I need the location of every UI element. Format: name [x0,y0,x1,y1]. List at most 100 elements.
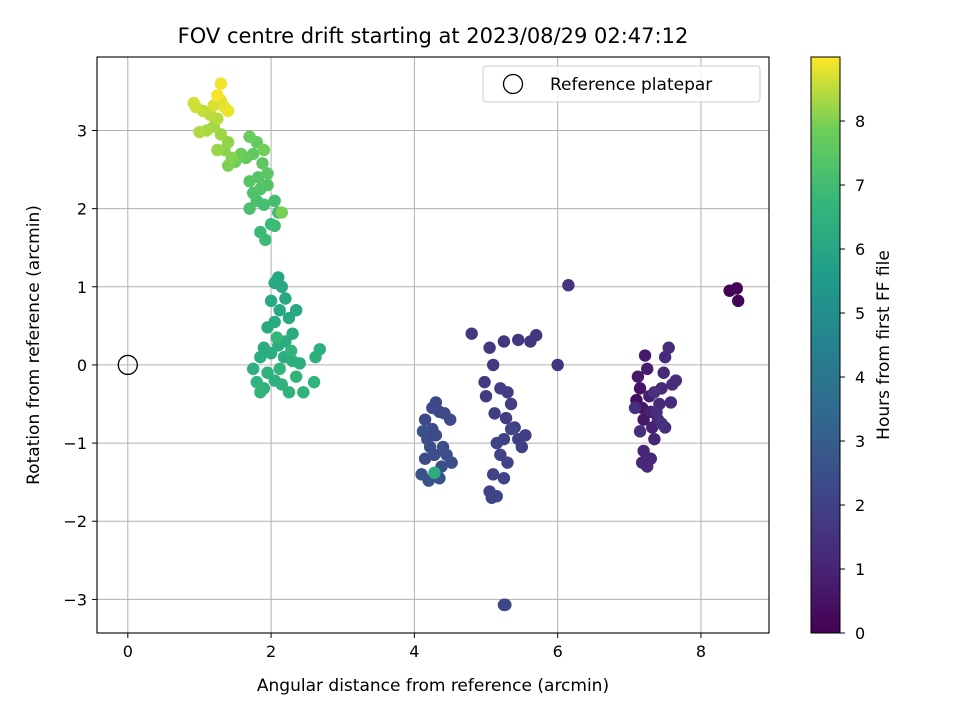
data-point [657,366,670,379]
data-point [284,344,298,358]
data-point [490,490,503,503]
data-point [313,343,327,356]
data-point [428,466,441,479]
x-tick-label: 6 [553,642,563,661]
x-tick-label: 0 [123,642,133,661]
data-point [264,347,278,360]
data-point [416,425,430,438]
data-point [214,77,228,90]
data-point [519,429,532,442]
data-point [243,175,256,188]
data-point [504,397,518,411]
plot-frame [96,56,770,634]
x-axis: 0 2 4 6 8 [123,633,706,661]
data-point [504,422,518,436]
y-axis-label: Rotation from reference (arcmin) [24,205,44,485]
data-point [307,375,321,389]
data-point [650,405,663,419]
chart-title: FOV centre drift starting at 2023/08/29 … [178,24,689,48]
colorbar-tick-label: 1 [855,560,865,579]
data-point [268,276,281,290]
data-point [638,349,652,362]
colorbar-gradient [810,56,841,634]
data-point [499,598,512,612]
data-point [293,357,306,370]
data-point [289,304,303,317]
data-point [633,425,647,438]
data-point [445,456,458,469]
data-point [257,143,271,157]
data-point [669,374,683,387]
data-point [286,327,299,340]
data-point [648,386,661,399]
data-point [648,432,661,446]
data-point [512,333,525,347]
y-tick-label: 0 [77,356,87,375]
x-tick-label: 8 [696,642,706,661]
colorbar-tick-label: 0 [855,624,865,643]
data-point [279,292,292,305]
y-tick-label: 3 [77,121,87,140]
legend-open-circle-marker [502,73,524,95]
data-point [562,279,575,292]
data-point [246,362,260,376]
data-point [254,350,267,364]
data-point [524,335,537,348]
y-tick-label: −2 [63,512,87,531]
colorbar-tick-label: 3 [855,432,865,451]
colorbar: 0 1 2 3 4 5 6 7 8 Hours from first FF file [810,56,894,643]
data-point [243,130,256,143]
x-tick-label: 2 [266,642,276,661]
data-point [211,89,224,102]
legend-entry-reference-platepar: Reference platepar [550,75,712,95]
data-point [428,448,441,462]
data-point [655,417,668,430]
data-point [501,456,514,469]
y-tick-label: −1 [63,434,87,453]
data-point [261,321,274,334]
data-point [225,151,238,165]
data-point [426,401,439,415]
data-point [254,386,267,399]
colorbar-label: Hours from first FF file [874,250,894,440]
x-axis-label: Angular distance from reference (arcmin) [257,676,609,696]
data-point [664,396,678,409]
data-point [486,358,500,372]
data-point [261,167,274,180]
legend-box [482,65,761,103]
data-point [214,128,228,141]
data-point [275,206,289,219]
data-points [187,77,745,612]
data-point [501,386,514,399]
data-point [644,452,657,465]
data-point [273,362,286,376]
data-point [486,468,500,481]
reference-platepar-marker [117,354,138,376]
data-point [297,386,310,399]
colorbar-tick-label: 2 [855,496,865,515]
legend: Reference platepar [482,65,761,103]
data-point [282,386,296,399]
data-point [479,389,493,403]
data-point [515,440,529,454]
x-tick-label: 4 [409,642,419,661]
data-point [221,104,235,118]
data-point [662,341,675,354]
data-point [483,341,496,354]
colorbar-ticks: 0 1 2 3 4 5 6 7 8 [840,112,865,643]
data-point [443,413,457,426]
data-point [289,370,303,383]
data-point [268,219,281,233]
data-point [268,194,281,208]
data-point [282,311,296,325]
colorbar-tick-label: 6 [855,240,865,259]
data-point [637,413,650,426]
data-point [730,282,743,295]
colorbar-tick-label: 7 [855,176,865,195]
data-point [658,350,672,364]
data-point [273,304,286,317]
y-tick-label: −3 [63,590,87,609]
data-point [494,448,507,462]
